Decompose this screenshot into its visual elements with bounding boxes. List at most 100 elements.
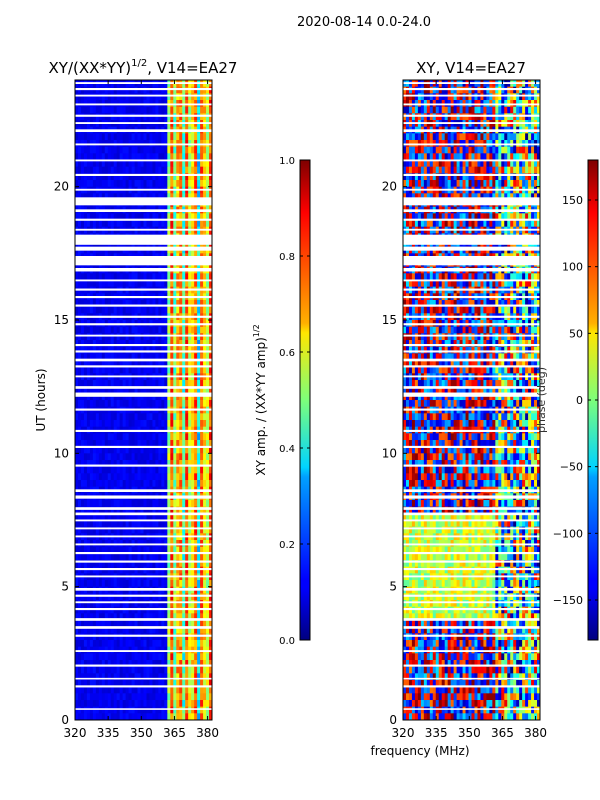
heatmap-cell — [75, 160, 79, 168]
heatmap-cell — [143, 173, 147, 181]
heatmap-cell — [188, 400, 192, 408]
heatmap-cell — [203, 640, 207, 648]
heatmap-cell — [137, 620, 141, 628]
heatmap-cell — [209, 593, 212, 601]
heatmap-cell — [164, 153, 168, 161]
heatmap-cell — [116, 86, 121, 94]
heatmap-cell — [98, 166, 103, 174]
heatmap-cell — [113, 560, 118, 568]
heatmap-cell — [152, 453, 156, 461]
heatmap-cell — [137, 440, 141, 448]
heatmap-cell — [128, 613, 132, 621]
heatmap-cell — [77, 680, 82, 688]
heatmap-cell — [158, 300, 162, 308]
heatmap-cell — [131, 173, 135, 181]
heatmap-cell — [143, 660, 147, 668]
heatmap-cell — [122, 280, 127, 288]
heatmap-cell — [414, 86, 419, 94]
heatmap-cell — [197, 466, 201, 474]
heatmap-cell — [110, 640, 115, 648]
heatmap-cell — [89, 420, 94, 428]
heatmap-cell — [128, 473, 132, 481]
heatmap-cell — [134, 706, 138, 714]
heatmap-cell — [146, 566, 150, 574]
heatmap-cell — [131, 326, 135, 334]
flagged-band — [75, 256, 212, 266]
heatmap-cell — [403, 106, 407, 114]
heatmap-cell — [128, 413, 132, 421]
heatmap-cell — [149, 446, 153, 454]
heatmap-cell — [155, 146, 159, 154]
heatmap-cell — [80, 326, 85, 334]
heatmap-cell — [128, 560, 132, 568]
heatmap-cell — [134, 633, 138, 641]
heatmap-cell — [155, 560, 159, 568]
heatmap-cell — [75, 306, 79, 314]
heatmap-cell — [194, 453, 198, 461]
heatmap-cell — [107, 453, 112, 461]
heatmap-cell — [146, 353, 150, 361]
heatmap-cell — [143, 513, 147, 521]
heatmap-cell — [170, 686, 174, 694]
heatmap-cell — [119, 333, 124, 341]
heatmap-cell — [173, 606, 177, 614]
heatmap-cell — [101, 420, 106, 428]
heatmap-cell — [92, 280, 97, 288]
heatmap-cell — [83, 433, 88, 441]
heatmap-cell — [197, 346, 201, 354]
heatmap-cell — [95, 173, 100, 181]
heatmap-cell — [197, 400, 201, 408]
heatmap-cell — [149, 706, 153, 714]
heatmap-cell — [75, 326, 79, 334]
heatmap-cell — [176, 413, 180, 421]
heatmap-cell — [134, 300, 138, 308]
heatmap-cell — [140, 220, 144, 228]
heatmap-cell — [80, 440, 85, 448]
amplitude-title-suffix: , V14=EA27 — [147, 59, 237, 77]
heatmap-cell — [80, 153, 85, 161]
heatmap-cell — [83, 193, 88, 201]
heatmap-cell — [420, 93, 425, 101]
heatmap-cell — [110, 613, 115, 621]
heatmap-cell — [158, 353, 162, 361]
heatmap-cell — [113, 513, 118, 521]
heatmap-cell — [203, 353, 207, 361]
heatmap-cell — [80, 346, 85, 354]
heatmap-cell — [185, 580, 189, 588]
heatmap-cell — [107, 386, 112, 394]
heatmap-cell — [414, 106, 419, 114]
heatmap-cell — [164, 346, 168, 354]
heatmap-cell — [110, 106, 115, 114]
heatmap-cell — [453, 86, 458, 94]
heatmap-cell — [179, 106, 183, 114]
heatmap-cell — [209, 160, 212, 168]
heatmap-cell — [176, 706, 180, 714]
heatmap-cell — [107, 213, 112, 221]
heatmap-cell — [182, 460, 186, 468]
y-tick-label: 5 — [61, 580, 69, 594]
heatmap-cell — [200, 713, 204, 720]
heatmap-cell — [188, 693, 192, 701]
heatmap-cell — [179, 640, 183, 648]
heatmap-cell — [125, 133, 130, 141]
heatmap-cell — [164, 340, 168, 348]
heatmap-cell — [143, 380, 147, 388]
heatmap-cell — [197, 180, 201, 188]
heatmap-cell — [185, 560, 189, 568]
heatmap-cell — [170, 626, 174, 634]
heatmap-cell — [80, 713, 85, 720]
heatmap-cell — [185, 440, 189, 448]
heatmap-cell — [152, 180, 156, 188]
heatmap-cell — [182, 606, 186, 614]
heatmap-cell — [194, 133, 198, 141]
heatmap-cell — [77, 693, 82, 701]
heatmap-cell — [83, 546, 88, 554]
heatmap-cell — [176, 86, 180, 94]
heatmap-cell — [140, 506, 144, 514]
heatmap-cell — [122, 473, 127, 481]
heatmap-cell — [107, 620, 112, 628]
heatmap-cell — [149, 300, 153, 308]
heatmap-cell — [75, 166, 79, 174]
heatmap-cell — [104, 160, 109, 168]
heatmap-cell — [101, 593, 106, 601]
